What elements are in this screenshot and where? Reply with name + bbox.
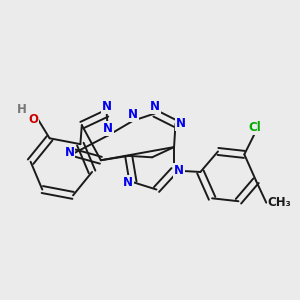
Text: N: N: [150, 100, 160, 113]
Text: N: N: [176, 117, 185, 130]
Text: CH₃: CH₃: [268, 196, 292, 209]
Text: N: N: [128, 108, 138, 121]
Text: H: H: [17, 103, 27, 116]
Text: N: N: [64, 146, 74, 159]
Text: Cl: Cl: [248, 121, 261, 134]
Text: O: O: [28, 113, 38, 126]
Text: N: N: [102, 100, 112, 113]
Text: N: N: [123, 176, 133, 189]
Text: N: N: [174, 164, 184, 177]
Text: N: N: [103, 122, 113, 135]
